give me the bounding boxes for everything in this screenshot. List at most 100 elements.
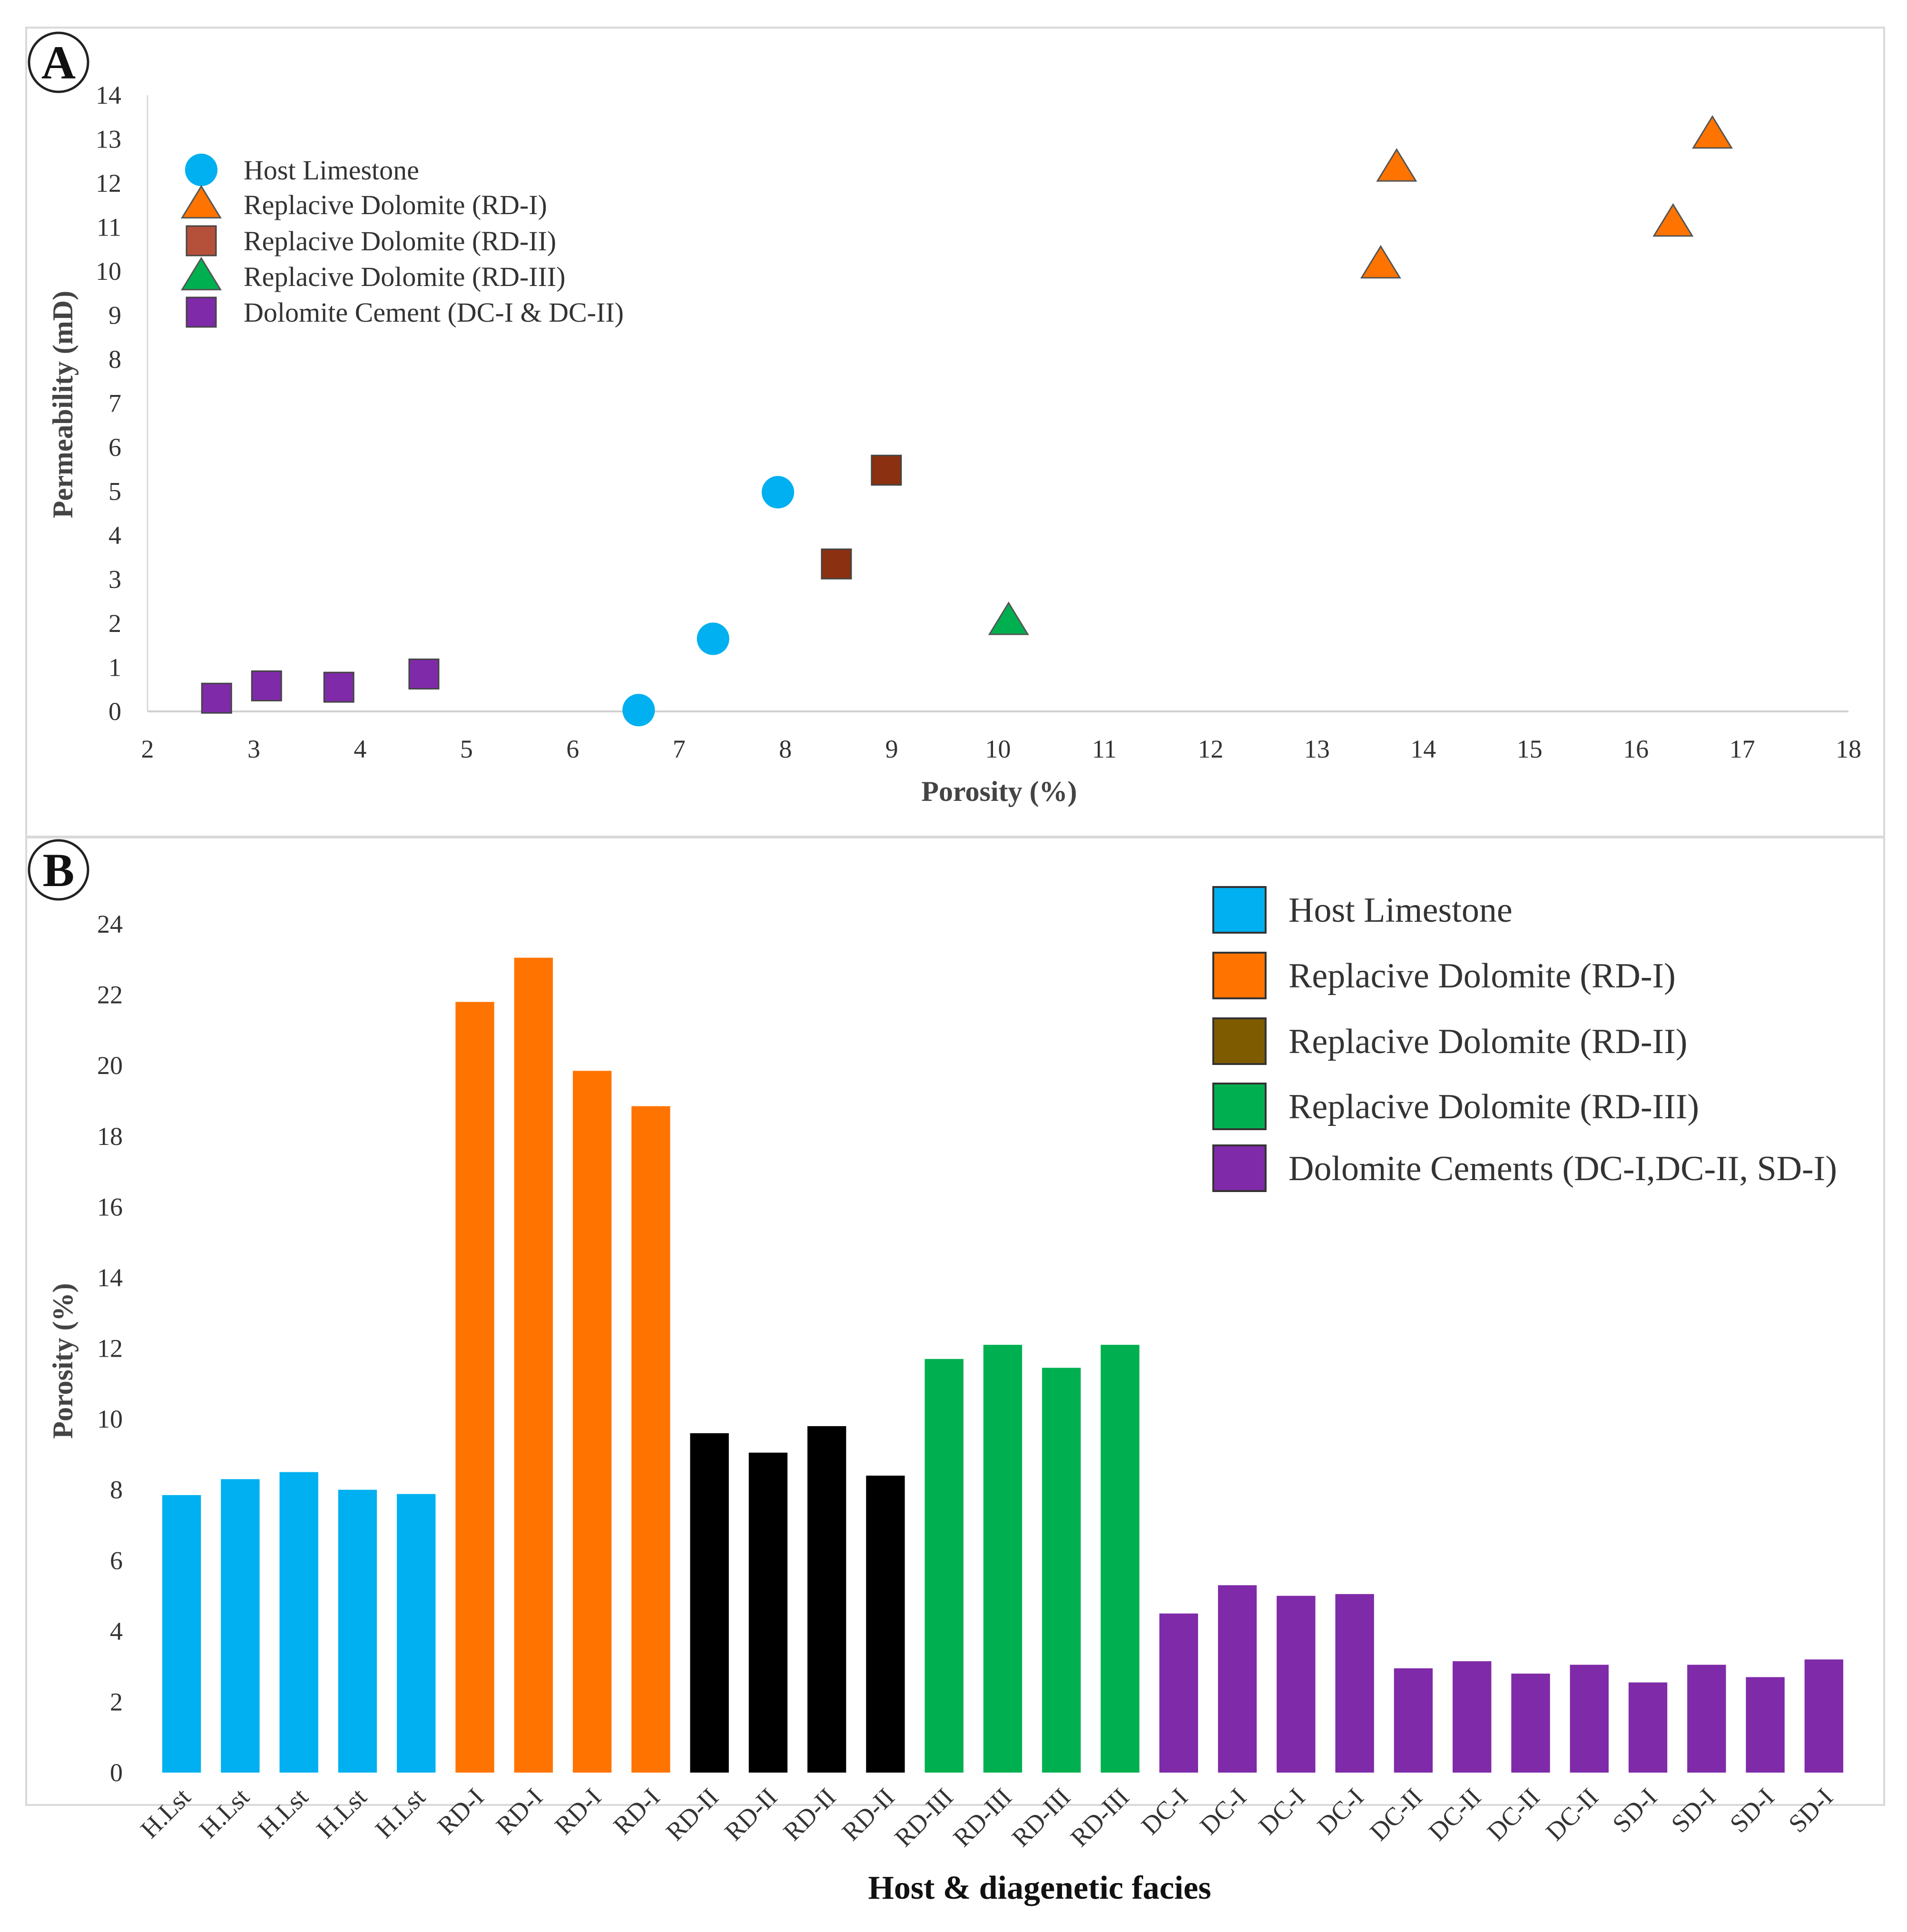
- panel-a-y-tick-label: 4: [108, 521, 121, 550]
- panel-a-legend-item: Replacive Dolomite (RD-II): [186, 225, 556, 256]
- panel-b-legend-item: Host Limestone: [1212, 886, 1513, 934]
- panel-b-legend: Host Limestone Replacive Dolomite (RD-I) R…: [1212, 886, 1837, 1192]
- panel-b-bars: [162, 957, 1844, 1773]
- panel-a-frame: [25, 27, 1885, 838]
- panel-a-point: [251, 670, 282, 701]
- panel-a-y-tick-label: 5: [108, 477, 121, 506]
- panel-a-point: [1652, 203, 1694, 237]
- panel-b-category-label: RD-III: [1065, 1783, 1134, 1852]
- panel-a-x-tick-label: 7: [673, 735, 686, 763]
- panel-b-legend-swatch: [1212, 1017, 1267, 1065]
- panel-a-x-tick-label: 9: [885, 735, 898, 763]
- panel-b-bar: [1394, 1668, 1433, 1773]
- panel-a-scatter: A 2 3 4 5 6 7 8 9 10 11 12 13 14 15 16 17 18 01234567891…: [25, 27, 1885, 838]
- panel-a-legend-swatch: [180, 256, 222, 291]
- panel-b-category-label: RD-III: [889, 1783, 958, 1852]
- panel-a-points: [201, 115, 1733, 727]
- panel-b-bar: [1570, 1665, 1609, 1773]
- panel-b-bar: [807, 1426, 846, 1773]
- panel-b-bar: [983, 1345, 1022, 1773]
- panel-b-legend-swatch: [1212, 1144, 1267, 1192]
- panel-b-bar: [631, 1106, 670, 1773]
- panel-b-category-label: DC-II: [1364, 1783, 1428, 1846]
- panel-b-y-tick-label: 8: [110, 1476, 123, 1504]
- panel-b-category-label: RD-I: [549, 1783, 607, 1840]
- panel-a-x-axis-title: Porosity (%): [921, 776, 1077, 807]
- panel-b-bar: [1159, 1613, 1199, 1773]
- panel-a-y-tick-label: 3: [108, 565, 121, 594]
- panel-a-x-tick-label: 6: [566, 735, 579, 763]
- panel-b-bar: [924, 1359, 963, 1773]
- panel-b-bar: [866, 1475, 905, 1773]
- panel-a-point: [201, 682, 232, 714]
- panel-b-legend-label: Replacive Dolomite (RD-I): [1288, 956, 1676, 996]
- panel-a-x-tick-label: 5: [460, 735, 473, 763]
- panel-a-point: [622, 694, 655, 727]
- panel-b-bar: [1101, 1345, 1140, 1773]
- panel-b-category-label: DC-I: [1253, 1783, 1310, 1840]
- panel-a-y-tick-label: 12: [96, 169, 121, 197]
- panel-a-x-ticks: 2 3 4 5 6 7 8 9 10 11 12 13 14 15 16 17 18: [141, 735, 1862, 763]
- panel-b-legend-swatch: [1212, 886, 1267, 934]
- panel-b-y-tick-label: 18: [97, 1122, 123, 1151]
- panel-a-legend-label: Host Limestone: [244, 155, 419, 186]
- panel-a-x-tick-label: 14: [1410, 735, 1436, 763]
- panel-b-y-tick-label: 4: [110, 1617, 123, 1646]
- panel-a-y-tick-label: 13: [96, 125, 121, 154]
- panel-a-axes: [147, 95, 1848, 712]
- panel-a-x-tick-label: 13: [1304, 735, 1330, 763]
- panel-a-x-tick-label: 17: [1730, 735, 1755, 763]
- panel-b-category-label: RD-III: [948, 1783, 1017, 1852]
- panel-a-legend-label: Replacive Dolomite (RD-II): [244, 226, 556, 256]
- panel-b-category-label: DC-I: [1136, 1783, 1193, 1840]
- panel-b-category-label: DC-II: [1540, 1783, 1604, 1846]
- panel-b-bar: [397, 1494, 436, 1773]
- panel-a-x-tick-label: 15: [1517, 735, 1543, 763]
- panel-a-x-tick-label: 4: [354, 735, 366, 763]
- panel-b-bar: [1042, 1368, 1081, 1773]
- panel-b-bar: [572, 1071, 612, 1773]
- panel-b-category-label: H.Lst: [370, 1783, 431, 1843]
- panel-a-point: [408, 658, 440, 690]
- panel-b-category-label: H.Lst: [311, 1783, 372, 1843]
- panel-a-point: [821, 548, 852, 580]
- panel-a-y-tick-label: 11: [97, 213, 121, 242]
- panel-a-x-tick-label: 12: [1198, 735, 1223, 763]
- panel-b-bar: [748, 1452, 788, 1773]
- panel-b-frame: [25, 837, 1885, 1806]
- panel-b-legend-swatch: [1212, 952, 1267, 999]
- panel-b-y-tick-label: 0: [110, 1758, 123, 1787]
- panel-b-bar: [1453, 1661, 1492, 1773]
- panel-a-legend-item: Replacive Dolomite (RD-I): [180, 185, 547, 220]
- panel-b-category-label: RD-II: [778, 1783, 842, 1846]
- panel-b-y-tick-label: 24: [97, 910, 123, 938]
- panel-b-legend-label: Replacive Dolomite (RD-II): [1288, 1022, 1687, 1061]
- panel-b-category-label: SD-I: [1607, 1783, 1662, 1838]
- panel-b-bar: [1511, 1673, 1550, 1773]
- panel-b-category-label: SD-I: [1666, 1783, 1721, 1838]
- panel-b-category-label: H.Lst: [135, 1783, 196, 1843]
- panel-a-legend-item: Replacive Dolomite (RD-III): [180, 256, 565, 292]
- panel-b-category-label: SD-I: [1724, 1783, 1780, 1838]
- panel-a-legend-swatch: [185, 153, 218, 187]
- panel-a-letter: A: [41, 36, 76, 89]
- panel-a-point: [1376, 148, 1417, 182]
- panel-b-bar: [162, 1495, 201, 1773]
- panel-b-category-label: RD-I: [608, 1783, 665, 1840]
- panel-a-point: [988, 601, 1029, 635]
- panel-a-y-tick-label: 9: [108, 301, 121, 330]
- panel-b-category-label: DC-II: [1423, 1783, 1487, 1846]
- panel-b-y-tick-label: 10: [97, 1405, 123, 1433]
- panel-a-x-tick-label: 18: [1836, 735, 1861, 763]
- panel-b-bar: [1804, 1659, 1844, 1773]
- panel-b-bar: [690, 1433, 729, 1773]
- panel-b-y-tick-label: 16: [97, 1193, 123, 1221]
- panel-a-y-tick-label: 6: [108, 433, 121, 462]
- panel-a-legend-label: Dolomite Cement (DC-I & DC-II): [244, 297, 624, 328]
- panel-b-bar: [1687, 1665, 1726, 1773]
- panel-a-point: [1691, 115, 1733, 149]
